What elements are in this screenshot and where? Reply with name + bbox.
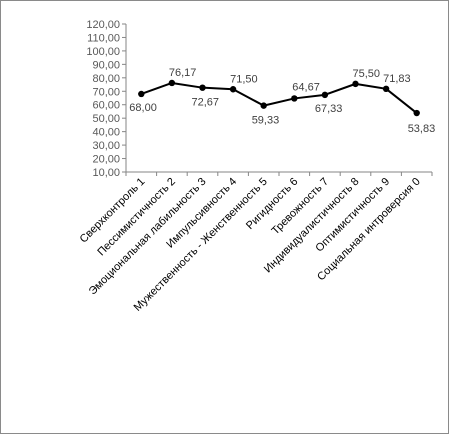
data-label: 76,17 xyxy=(169,67,197,79)
y-tick-label: 40,00 xyxy=(92,127,120,139)
y-tick-label: 100,00 xyxy=(86,46,120,58)
y-tick-label: 80,00 xyxy=(92,73,120,85)
y-tick-label: 20,00 xyxy=(92,154,120,166)
data-point xyxy=(138,90,145,98)
series-line xyxy=(140,81,418,114)
data-point xyxy=(413,109,420,117)
data-label: 67,33 xyxy=(315,103,343,115)
x-axis-ticks xyxy=(125,172,433,176)
data-labels: 68,00 76,17 72,67 71,50 59,33 64,67 67,33 75,50… xyxy=(129,67,435,135)
data-label: 64,67 xyxy=(292,81,320,93)
x-tick-label: Эмоциональная лабильность 3 xyxy=(87,176,209,298)
data-label: 59,33 xyxy=(252,115,280,127)
y-tick-label: 50,00 xyxy=(92,113,120,125)
data-label: 71,50 xyxy=(230,73,258,85)
data-point xyxy=(199,84,206,91)
y-tick-label: 30,00 xyxy=(92,140,120,152)
data-point xyxy=(229,86,237,93)
data-point xyxy=(291,95,298,102)
data-point xyxy=(260,102,267,109)
data-point xyxy=(352,80,359,88)
axes xyxy=(125,24,432,173)
y-tick-label: 120,00 xyxy=(86,19,120,31)
data-label: 72,67 xyxy=(192,97,220,109)
y-tick-label: 60,00 xyxy=(92,100,120,112)
data-label: 53,83 xyxy=(408,123,436,135)
y-tick-label: 70,00 xyxy=(92,86,120,98)
y-tick-label: 90,00 xyxy=(92,59,120,71)
y-tick-label: 110,00 xyxy=(87,32,120,44)
data-point xyxy=(382,85,390,93)
y-tick-label: 10,00 xyxy=(92,167,120,179)
data-label: 71,83 xyxy=(383,73,411,85)
data-point xyxy=(168,79,176,87)
series xyxy=(138,79,420,117)
data-point xyxy=(321,91,329,99)
data-label: 75,50 xyxy=(353,68,381,80)
data-label: 68,00 xyxy=(129,102,157,114)
